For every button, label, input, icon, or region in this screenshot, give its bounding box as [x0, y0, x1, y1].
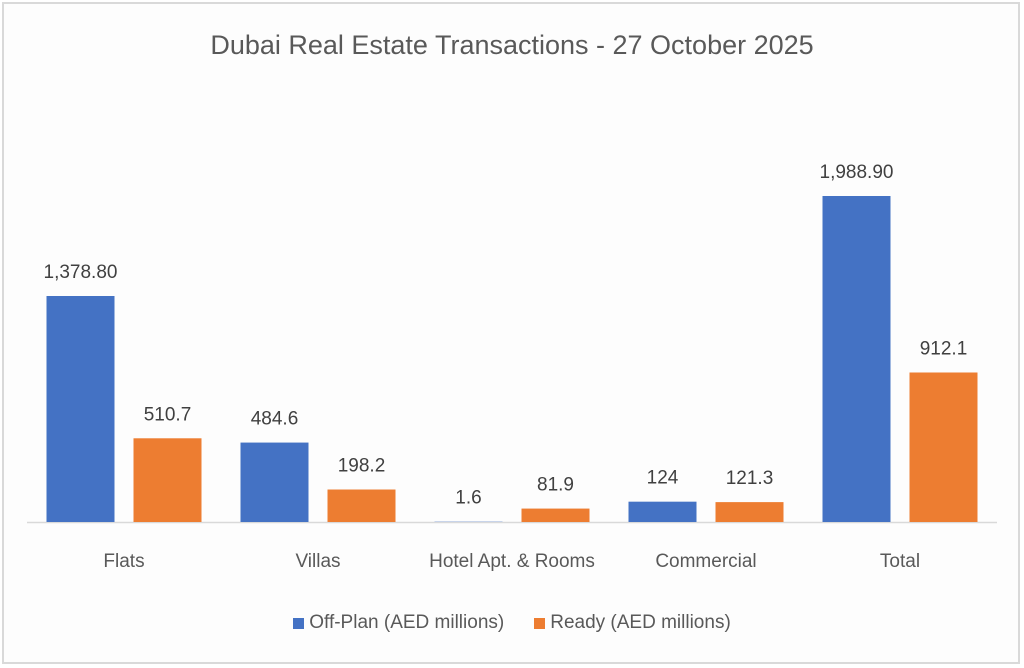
- legend-swatch-off-plan: [293, 617, 305, 629]
- bar-ready-4: [909, 372, 978, 522]
- chart-title: Dubai Real Estate Transactions - 27 Octo…: [210, 30, 814, 60]
- data-label-off-plan-0: 1,378.80: [44, 262, 118, 283]
- legend-item-off-plan: Off-Plan (AED millions): [293, 612, 504, 634]
- data-label-ready-0: 510.7: [144, 404, 192, 425]
- data-label-off-plan-1: 484.6: [251, 409, 299, 430]
- bar-off-plan-0: [46, 296, 115, 522]
- bar-ready-0: [133, 438, 202, 522]
- data-label-ready-3: 121.3: [726, 468, 774, 489]
- data-label-ready-4: 912.1: [920, 338, 968, 359]
- bar-off-plan-1: [240, 442, 309, 522]
- data-label-ready-1: 198.2: [338, 456, 386, 477]
- data-label-off-plan-3: 124: [647, 468, 679, 489]
- bar-ready-1: [327, 489, 396, 522]
- legend-swatch-ready: [534, 617, 546, 629]
- bar-ready-2: [521, 508, 590, 522]
- x-tick-label-1: Villas: [295, 551, 340, 572]
- x-tick-label-3: Commercial: [655, 551, 756, 572]
- bar-ready-3: [715, 502, 784, 522]
- legend-item-ready: Ready (AED millions): [534, 612, 731, 634]
- x-tick-label-0: Flats: [103, 551, 144, 572]
- legend: Off-Plan (AED millions) Ready (AED milli…: [0, 612, 1024, 634]
- x-tick-label-2: Hotel Apt. & Rooms: [429, 551, 595, 572]
- data-label-off-plan-2: 1.6: [455, 488, 481, 509]
- data-label-off-plan-4: 1,988.90: [820, 162, 894, 183]
- bar-off-plan-4: [822, 196, 891, 522]
- legend-label-ready: Ready (AED millions): [550, 612, 731, 633]
- bar-off-plan-3: [628, 501, 697, 522]
- x-tick-label-4: Total: [880, 551, 920, 572]
- legend-label-off-plan: Off-Plan (AED millions): [309, 612, 505, 633]
- data-label-ready-2: 81.9: [537, 475, 574, 496]
